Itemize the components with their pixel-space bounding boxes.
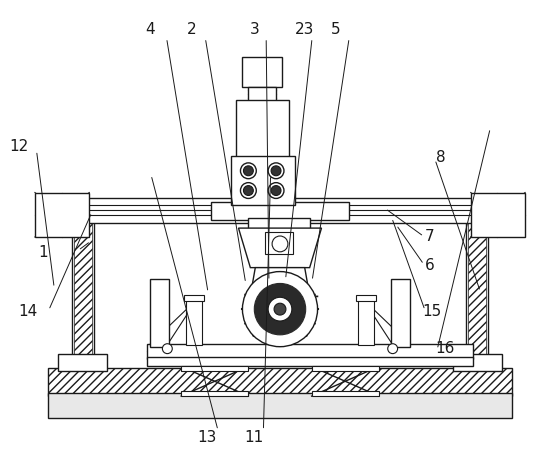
Bar <box>48 368 512 396</box>
Circle shape <box>162 344 172 354</box>
Bar <box>147 344 473 359</box>
Text: 23: 23 <box>295 22 315 37</box>
Circle shape <box>268 297 292 321</box>
Bar <box>249 218 310 230</box>
Bar <box>468 222 486 368</box>
Text: 1: 1 <box>38 245 48 260</box>
Circle shape <box>272 236 288 252</box>
Text: 15: 15 <box>423 304 442 319</box>
Bar <box>58 354 107 371</box>
Bar <box>48 393 512 418</box>
Text: 2: 2 <box>186 22 196 37</box>
Circle shape <box>244 166 253 176</box>
Bar <box>242 57 282 87</box>
Text: 14: 14 <box>18 304 38 319</box>
Bar <box>74 222 92 368</box>
Bar <box>72 220 94 370</box>
Bar <box>466 220 488 370</box>
Text: 8: 8 <box>436 149 445 165</box>
Bar <box>453 354 502 371</box>
Text: 16: 16 <box>435 341 455 356</box>
Circle shape <box>244 185 253 195</box>
Bar <box>311 391 379 396</box>
Circle shape <box>242 272 318 347</box>
Bar <box>150 280 169 347</box>
Bar <box>358 297 374 345</box>
Circle shape <box>388 344 398 354</box>
Bar <box>249 87 276 102</box>
Circle shape <box>254 283 306 335</box>
Bar <box>181 367 249 371</box>
Bar <box>184 295 204 301</box>
Text: 7: 7 <box>424 229 434 244</box>
Bar <box>236 100 289 203</box>
Text: 6: 6 <box>424 258 435 273</box>
Text: 12: 12 <box>9 139 29 154</box>
Bar <box>181 391 249 396</box>
Text: 13: 13 <box>197 430 217 445</box>
Bar <box>471 193 525 237</box>
Bar <box>391 280 410 347</box>
Text: 3: 3 <box>250 22 260 37</box>
Circle shape <box>268 183 284 199</box>
Circle shape <box>271 185 281 195</box>
Bar <box>265 232 293 254</box>
Bar <box>211 202 349 220</box>
Text: 11: 11 <box>244 430 264 445</box>
Bar <box>186 297 202 345</box>
Polygon shape <box>253 268 307 284</box>
Bar <box>311 367 379 371</box>
Bar <box>147 357 473 367</box>
Polygon shape <box>239 228 321 268</box>
Bar <box>356 295 376 301</box>
Text: 5: 5 <box>330 22 340 37</box>
Bar <box>35 193 89 237</box>
Circle shape <box>271 166 281 176</box>
Circle shape <box>274 303 286 315</box>
Circle shape <box>240 183 256 199</box>
Circle shape <box>268 163 284 179</box>
Bar <box>51 199 509 223</box>
Text: 4: 4 <box>145 22 155 37</box>
Circle shape <box>240 163 256 179</box>
Bar <box>231 156 295 205</box>
